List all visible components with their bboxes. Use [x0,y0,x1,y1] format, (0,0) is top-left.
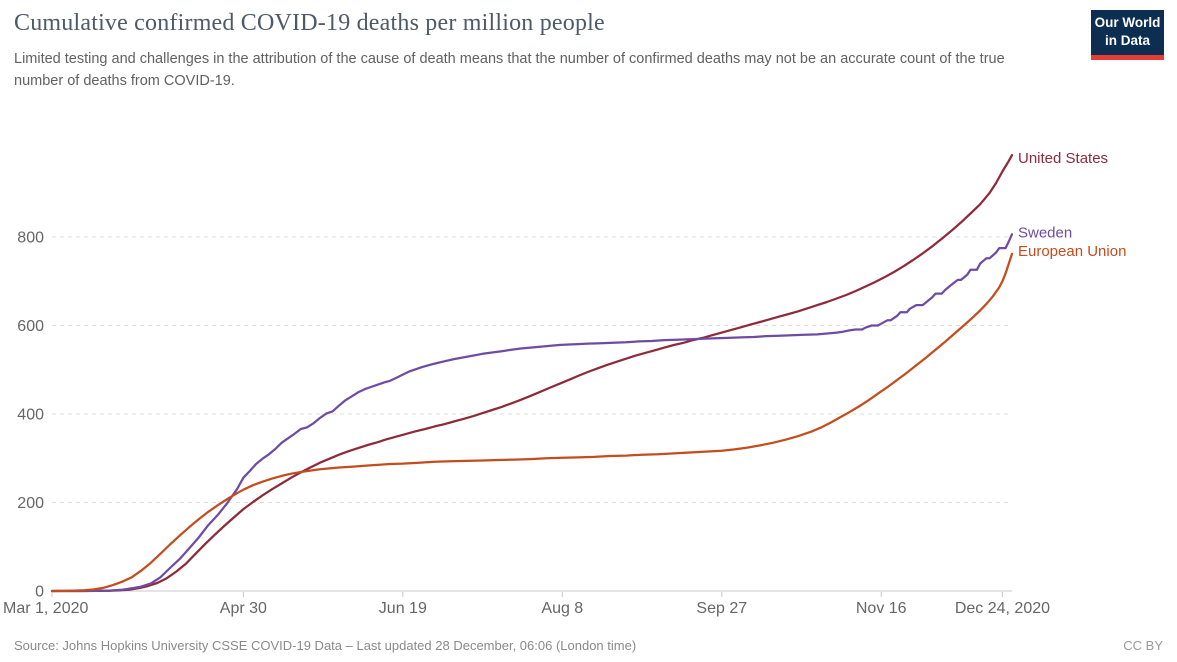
line-sweden [50,233,1014,593]
y-gridlines [52,236,1012,592]
y-axis-label-600: 600 [17,318,44,335]
x-axis-label-0: Mar 1, 2020 [3,600,88,617]
y-axis-label-0: 0 [35,584,44,601]
series-label-united-states: United States [1018,150,1108,167]
x-axis-label-60: Apr 30 [220,600,267,617]
series-label-sweden: Sweden [1018,224,1072,241]
page-title: Cumulative confirmed COVID-19 deaths per… [14,10,605,36]
y-axis-label-400: 400 [17,407,44,424]
x-axis-label-110: Jun 19 [379,600,427,617]
source-note: Source: Johns Hopkins University CSSE CO… [14,638,637,653]
x-axis-ticks [51,592,1003,597]
x-axis-label-260: Nov 16 [856,600,907,617]
line-united-states [50,153,1014,593]
series-end-labels: United States Sweden European Union [1018,150,1126,260]
x-axis-label-210: Sep 27 [696,600,747,617]
series-label-european-union: European Union [1018,243,1126,260]
logo-line2: in Data [1104,32,1150,48]
license-link[interactable]: CC BY [1123,638,1163,653]
series-lines [50,153,1014,593]
y-axis-label-800: 800 [17,230,44,247]
y-axis-label-200: 200 [17,495,44,512]
x-axis-label-298: Dec 24, 2020 [955,600,1050,617]
axis-labels: 0 200 400 600 800 Mar 1, 2020 Apr 30 Jun 19 Aug … [3,230,1050,618]
x-axis-label-160: Aug 8 [541,600,583,617]
line-european-union [50,252,1014,593]
owid-logo[interactable]: Our World in Data [1091,10,1164,60]
logo-line1: Our World [1094,15,1161,30]
chart-subtitle: Limited testing and challenges in the at… [14,51,1005,89]
